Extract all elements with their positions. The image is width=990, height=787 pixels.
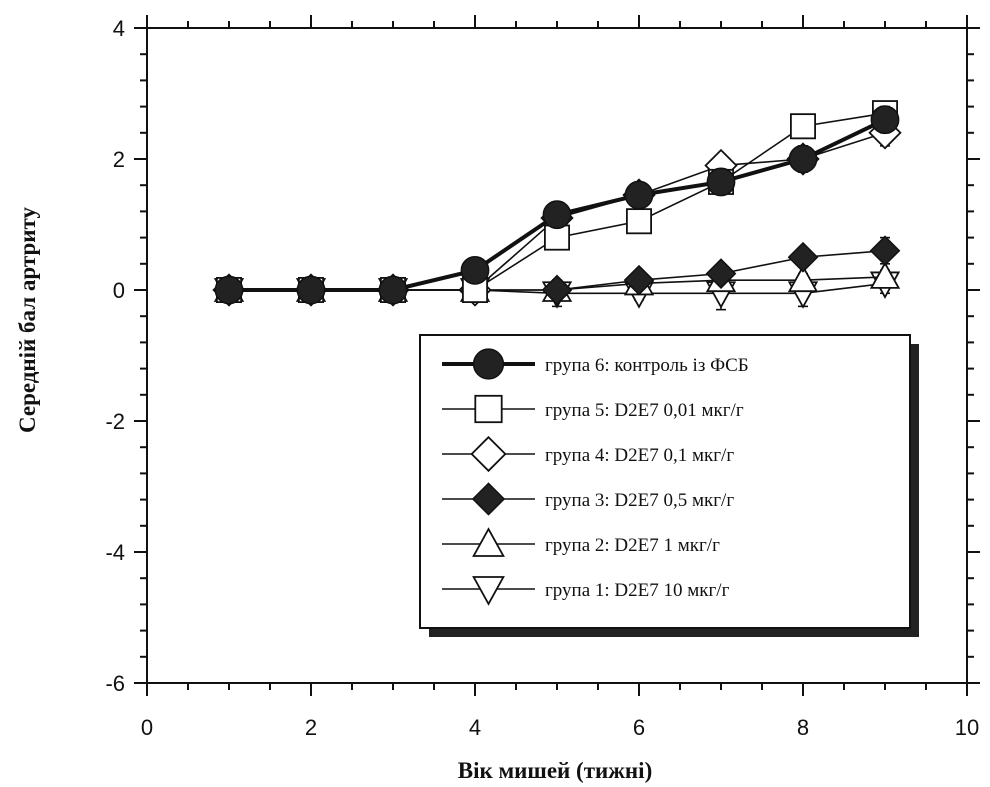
data-series — [212, 100, 902, 311]
marker-filled-circle — [870, 105, 900, 135]
y-tick-label: 2 — [113, 147, 125, 172]
marker-filled-diamond — [705, 258, 737, 289]
x-axis-title: Вік мишей (тижні) — [458, 758, 652, 783]
y-tick-label: -2 — [105, 409, 125, 434]
marker-filled-circle — [378, 275, 408, 305]
marker-filled-circle — [472, 348, 505, 380]
legend-label: група 3: D2E7 0,5 мкг/г — [545, 490, 734, 511]
marker-open-triangle-up — [787, 264, 819, 293]
marker-filled-circle — [788, 144, 818, 174]
legend-label: група 1: D2E7 10 мкг/г — [545, 580, 730, 601]
marker-filled-circle — [706, 167, 736, 197]
y-tick-label: -6 — [105, 671, 125, 696]
legend-label: група 5: D2E7 0,01 мкг/г — [545, 400, 744, 421]
y-tick-label: 0 — [113, 278, 125, 303]
marker-open-diamond — [470, 435, 507, 473]
marker-filled-circle — [542, 200, 572, 230]
marker-filled-circle — [624, 180, 654, 210]
marker-open-square — [790, 113, 817, 140]
y-tick-label: 4 — [113, 16, 125, 41]
marker-filled-diamond — [541, 274, 573, 306]
y-axis-title: Середній бал артриту — [15, 206, 40, 433]
marker-filled-diamond — [869, 235, 901, 267]
legend-label: група 6: контроль із ФСБ — [545, 355, 749, 376]
marker-filled-diamond — [787, 241, 819, 273]
x-tick-label: 6 — [633, 715, 645, 740]
legend-label: група 4: D2E7 0,1 мкг/г — [545, 445, 734, 466]
y-tick-label: -4 — [105, 540, 125, 565]
legend: група 6: контроль із ФСБ група 5: D2E7 0,… — [419, 334, 919, 637]
legend-label: група 2: D2E7 1 мкг/г — [545, 535, 720, 556]
marker-open-square — [474, 394, 503, 424]
axis-ticks: 0 2 4 6 8 10 -6 -4 -2 0 2 4 — [105, 15, 980, 740]
x-tick-label: 10 — [955, 715, 979, 740]
marker-filled-circle — [214, 275, 244, 305]
x-tick-label: 8 — [797, 715, 809, 740]
x-tick-label: 4 — [469, 715, 481, 740]
marker-open-triangle-down — [472, 576, 505, 606]
marker-filled-circle — [296, 275, 326, 305]
marker-open-square — [626, 208, 653, 235]
marker-filled-diamond — [623, 264, 655, 296]
marker-open-square — [544, 224, 571, 251]
marker-open-triangle-up — [869, 261, 901, 289]
x-tick-label: 2 — [305, 715, 317, 740]
x-tick-label: 0 — [141, 715, 153, 740]
marker-open-triangle-up — [472, 527, 505, 557]
marker-filled-diamond — [471, 482, 506, 516]
marker-filled-circle — [460, 255, 490, 285]
series-1 — [214, 105, 900, 305]
